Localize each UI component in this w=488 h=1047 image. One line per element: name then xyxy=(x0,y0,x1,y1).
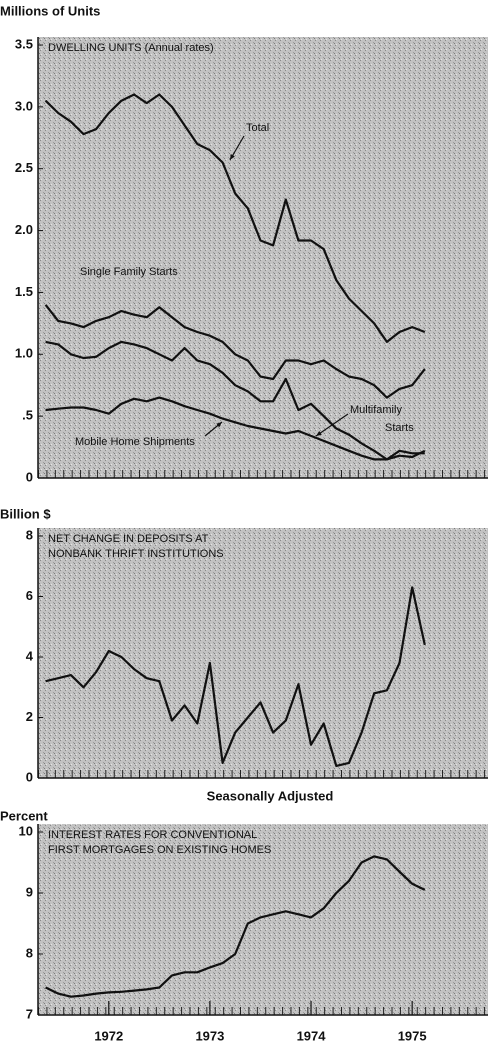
arrow-head xyxy=(230,154,235,160)
y-tick-label: 6 xyxy=(26,588,33,603)
panel-title: DWELLING UNITS (Annual rates) xyxy=(48,42,214,54)
annotation: Multifamily xyxy=(350,404,402,416)
series-line xyxy=(45,855,426,998)
y-tick-label: 3.5 xyxy=(15,36,33,51)
y-tick-label: 7 xyxy=(26,1006,33,1021)
arrow-head xyxy=(216,422,222,428)
arrow-head xyxy=(316,430,322,436)
series-line xyxy=(45,586,426,767)
minor-ticks xyxy=(38,470,488,478)
annotation: Single Family Starts xyxy=(80,266,178,278)
y-tick-label: 3.0 xyxy=(15,98,33,113)
y-tick-label: 2.5 xyxy=(15,160,33,175)
y-tick-label: 9 xyxy=(26,884,33,899)
y-tick-label: 8 xyxy=(26,527,33,542)
series-line xyxy=(44,93,426,343)
y-tick-label: 4 xyxy=(26,648,34,663)
y-tick-label: 8 xyxy=(26,945,33,960)
minor-ticks xyxy=(38,770,488,778)
panel-title: INTEREST RATES FOR CONVENTIONAL xyxy=(48,829,257,841)
minor-ticks xyxy=(38,1007,488,1015)
y-axis-label: Millions of Units xyxy=(0,3,100,18)
y-tick-label: 10 xyxy=(19,823,33,838)
y-axis-label: Billion $ xyxy=(0,506,51,521)
annotation: Total xyxy=(246,122,269,134)
y-tick-label: 0 xyxy=(26,469,33,484)
y-tick-label: 0 xyxy=(26,769,33,784)
x-axis-label: Seasonally Adjusted xyxy=(207,788,334,803)
plot-background xyxy=(38,824,488,1015)
x-tick-label: 1973 xyxy=(195,1028,224,1043)
series-line xyxy=(44,304,426,399)
y-tick-label: 2.0 xyxy=(15,222,33,237)
series-line xyxy=(45,396,426,461)
annotation-arrow xyxy=(315,413,349,437)
x-tick-label: 1974 xyxy=(297,1028,327,1043)
x-tick-label: 1975 xyxy=(398,1028,427,1043)
annotation: Starts xyxy=(385,422,414,434)
panel-title: NET CHANGE IN DEPOSITS AT xyxy=(48,533,209,545)
y-axis-label: Percent xyxy=(0,808,48,823)
y-tick-label: 1.5 xyxy=(15,284,33,299)
x-tick-label: 1972 xyxy=(94,1028,123,1043)
annotation: Mobile Home Shipments xyxy=(75,436,195,448)
plot-background xyxy=(38,37,488,478)
y-tick-label: 2 xyxy=(26,709,33,724)
series-line xyxy=(45,340,425,461)
plot-background xyxy=(38,528,488,778)
panel-title: FIRST MORTGAGES ON EXISTING HOMES xyxy=(48,844,271,856)
y-tick-label: 1.0 xyxy=(15,346,33,361)
y-tick-label: .5 xyxy=(22,408,33,423)
panel-title: NONBANK THRIFT INSTITUTIONS xyxy=(48,548,224,560)
